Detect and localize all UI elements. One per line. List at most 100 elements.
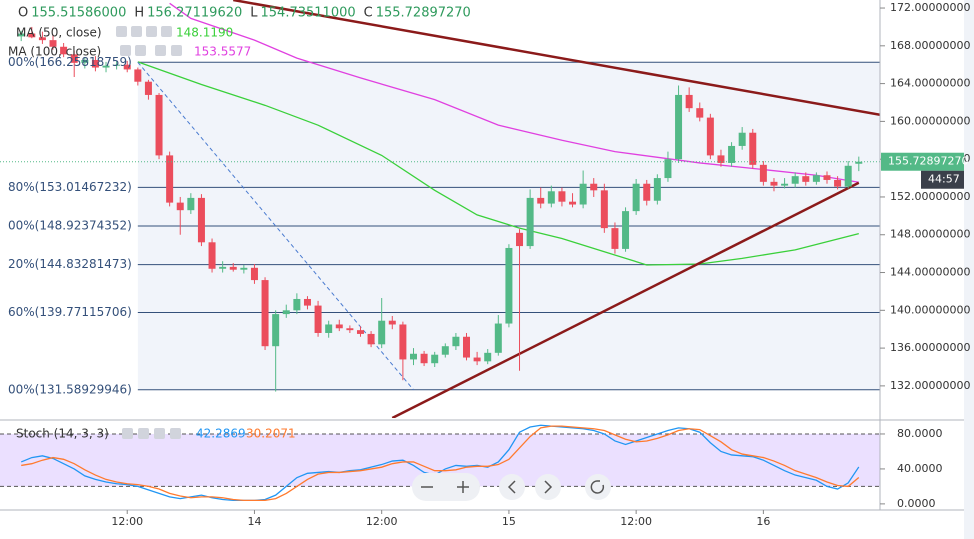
candle-body xyxy=(314,305,322,333)
last-price-tag xyxy=(881,152,964,171)
left-icon xyxy=(507,480,516,494)
scroll-left-button[interactable] xyxy=(499,474,525,500)
candle-body xyxy=(632,183,640,212)
candle-body xyxy=(622,211,630,249)
candle-body xyxy=(855,161,863,164)
candle-body xyxy=(219,266,227,269)
candle-body xyxy=(558,191,566,202)
zoom-controls xyxy=(412,473,611,501)
scroll-right-button[interactable] xyxy=(535,474,561,500)
candle-body xyxy=(420,353,428,364)
settings-icon[interactable] xyxy=(135,45,146,56)
candle-body xyxy=(526,197,534,247)
legend-label: MA (50, close) xyxy=(16,26,102,40)
fib-label: 00%(148.92374352) xyxy=(8,219,132,233)
legend-value: 148.1190 xyxy=(176,26,233,40)
candle-body xyxy=(537,197,545,204)
candle-body xyxy=(409,353,417,360)
x-tick-label: 12:00 xyxy=(620,515,652,528)
trend-line xyxy=(391,181,860,418)
candle-body xyxy=(685,94,693,109)
candle-body xyxy=(49,40,57,47)
last-price-label: 155.72897270 xyxy=(888,155,968,168)
moving-average xyxy=(137,61,859,266)
candle-body xyxy=(590,183,598,191)
candle-body xyxy=(399,324,407,360)
y-tick-label: 80.0000 xyxy=(897,427,943,440)
candle-body xyxy=(675,94,683,160)
candle-body xyxy=(781,183,789,186)
legend-value: 42.2869 xyxy=(196,427,246,441)
fib-label: 00%(131.58929946) xyxy=(8,382,132,396)
ohlc-value: 155.72897270 xyxy=(376,6,471,21)
candle-body xyxy=(844,165,852,187)
price-pane xyxy=(0,0,880,418)
candle-body xyxy=(473,357,481,362)
y-tick-label: 148.00000000 xyxy=(890,228,970,241)
x-tick-label: 14 xyxy=(247,515,261,528)
candle-body xyxy=(600,190,608,229)
ohlc-key: O xyxy=(18,6,28,21)
scrollbar[interactable] xyxy=(964,0,974,539)
candle-body xyxy=(134,69,142,82)
stoch-line xyxy=(21,425,860,502)
candle-body xyxy=(272,314,280,347)
y-tick-label: 144.00000000 xyxy=(890,266,970,279)
add-icon[interactable] xyxy=(155,45,166,56)
legend-value: 30.2071 xyxy=(246,427,296,441)
candle-body xyxy=(759,164,767,182)
close-icon[interactable] xyxy=(170,428,181,439)
candle-body xyxy=(91,59,99,68)
candle-body xyxy=(282,310,290,315)
candle-body xyxy=(653,178,661,201)
candle-body xyxy=(81,59,89,63)
candle-body xyxy=(367,333,375,345)
fib-label: 80%(153.01467232) xyxy=(8,180,132,194)
candle-body xyxy=(749,132,757,165)
candle-body xyxy=(717,155,725,163)
close-icon[interactable] xyxy=(171,45,182,56)
candle-body xyxy=(494,323,502,353)
candle-body xyxy=(569,201,577,205)
reset-button[interactable] xyxy=(585,474,611,500)
settings-icon[interactable] xyxy=(131,26,142,37)
candle-body xyxy=(696,108,704,118)
candle-body xyxy=(431,354,439,364)
candle-body xyxy=(38,37,46,41)
candle-body xyxy=(463,336,471,358)
candle-body xyxy=(293,298,301,311)
candle-body xyxy=(728,145,736,163)
candle-body xyxy=(303,298,311,306)
candle-body xyxy=(123,64,131,70)
plus-icon xyxy=(457,481,469,493)
candle-body xyxy=(325,324,333,333)
close-icon[interactable] xyxy=(161,26,172,37)
eye-icon[interactable] xyxy=(122,428,133,439)
candle-body xyxy=(388,320,396,325)
y-tick-label: 40.0000 xyxy=(897,462,943,475)
settings-icon[interactable] xyxy=(138,428,149,439)
eye-icon[interactable] xyxy=(116,26,127,37)
y-tick-label: 164.00000000 xyxy=(890,77,970,90)
x-tick-label: 16 xyxy=(756,515,770,528)
add-icon[interactable] xyxy=(154,428,165,439)
candle-body xyxy=(346,328,354,331)
candle-body xyxy=(28,33,36,38)
candle-body xyxy=(250,267,258,281)
y-tick-label: 152.00000000 xyxy=(890,190,970,203)
candle-body xyxy=(802,176,810,182)
add-icon[interactable] xyxy=(146,26,157,37)
y-tick-label: 168.00000000 xyxy=(890,39,970,52)
eye-icon[interactable] xyxy=(120,45,131,56)
y-tick-label: 172.00000000 xyxy=(890,1,970,14)
countdown-tag xyxy=(921,170,964,189)
legend: 00%(166.25818759) 80%(153.01467232) 00%(14… xyxy=(8,6,471,441)
candle-body xyxy=(441,346,449,355)
candle-body xyxy=(611,228,619,249)
candle-body xyxy=(484,352,492,362)
candle-body xyxy=(706,117,714,156)
candle-body xyxy=(335,324,343,329)
x-tick-label: 12:00 xyxy=(111,515,143,528)
fib-label: 00%(166.25818759) xyxy=(8,55,132,69)
